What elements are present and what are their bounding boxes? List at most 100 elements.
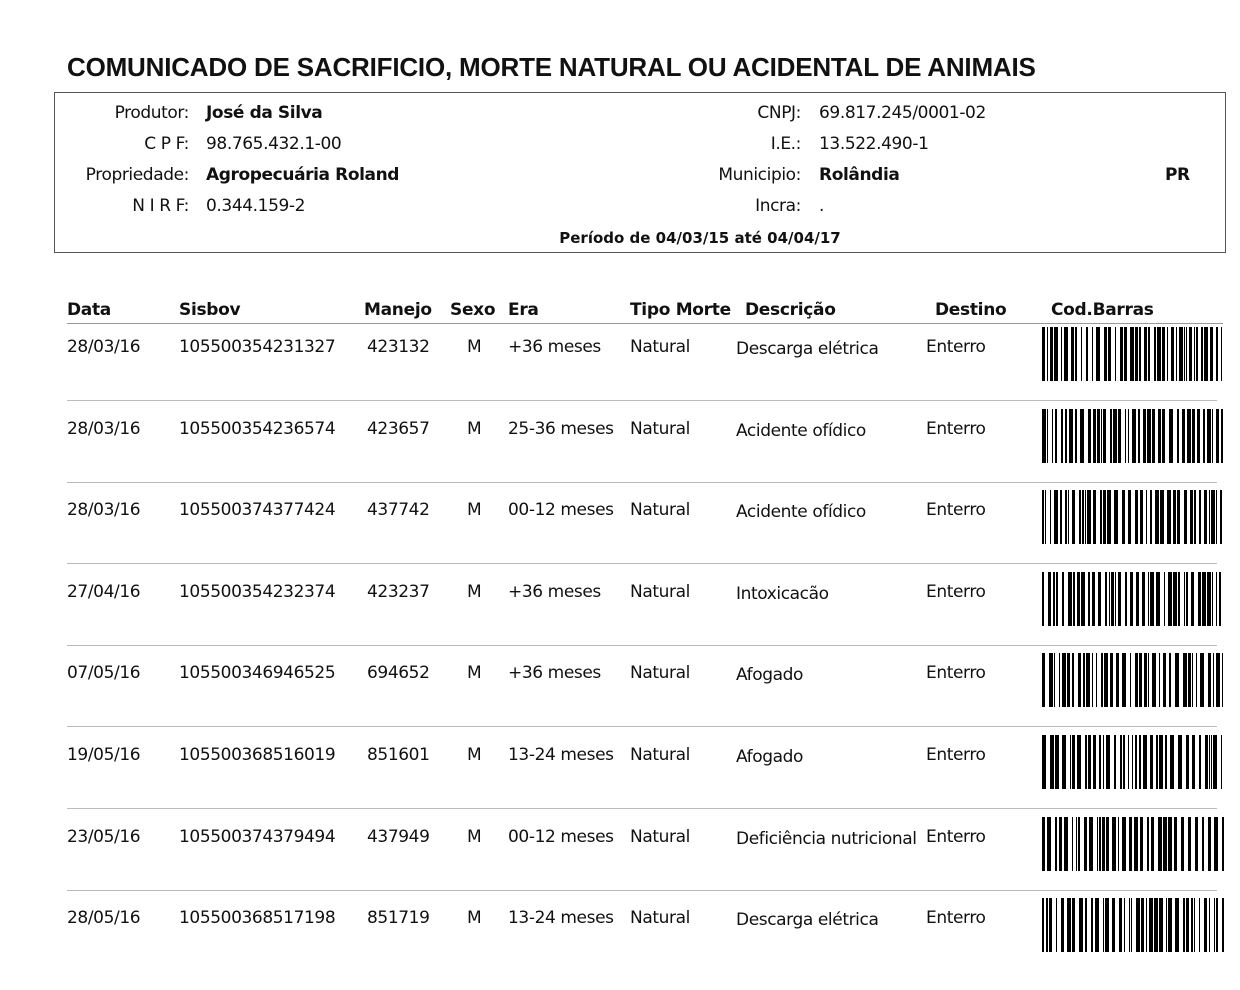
barcode-bar bbox=[1202, 816, 1204, 871]
barcode-bar bbox=[1072, 898, 1075, 953]
barcode-bar bbox=[1069, 408, 1073, 463]
cell-sisbov: 105500374379494 bbox=[179, 826, 336, 847]
barcode-bar bbox=[1079, 898, 1083, 953]
cell-tipo: Natural bbox=[630, 337, 690, 357]
barcode-bar bbox=[1056, 898, 1057, 953]
barcode-bar bbox=[1154, 327, 1156, 381]
barcode-bar bbox=[1168, 816, 1172, 871]
barcode-bar bbox=[1147, 816, 1149, 871]
barcode-bar bbox=[1209, 735, 1210, 789]
barcode-bar bbox=[1078, 653, 1081, 708]
cell-destino: Enterro bbox=[926, 908, 986, 929]
barcode-bar bbox=[1208, 816, 1211, 871]
barcode-bar bbox=[1061, 408, 1063, 463]
barcode-bar bbox=[1139, 735, 1141, 789]
barcode-bar bbox=[1222, 816, 1224, 871]
table-row: 07/05/16 105500346946525 694652 M +36 meses N… bbox=[0, 653, 1240, 745]
barcode-bar bbox=[1216, 490, 1217, 545]
cell-descricao: Descarga elétrica bbox=[736, 910, 879, 931]
barcode-bar bbox=[1156, 735, 1158, 789]
barcode-bar bbox=[1085, 898, 1087, 953]
barcode-bar bbox=[1159, 735, 1163, 789]
barcode-bar bbox=[1042, 653, 1045, 708]
barcode-bar bbox=[1216, 571, 1217, 626]
cell-descricao: Acidente ofídico bbox=[736, 502, 866, 523]
barcode-bar bbox=[1119, 898, 1122, 953]
cell-manejo: 851601 bbox=[367, 745, 430, 765]
barcode-bar bbox=[1050, 327, 1053, 381]
barcode-bar bbox=[1221, 327, 1222, 381]
barcode-bar bbox=[1104, 653, 1108, 708]
cell-manejo: 851719 bbox=[367, 908, 430, 929]
barcode-bar bbox=[1097, 816, 1098, 871]
barcode-bar bbox=[1091, 898, 1093, 953]
cell-sexo: M bbox=[467, 826, 482, 847]
barcode-bar bbox=[1188, 816, 1191, 871]
barcode-bar bbox=[1106, 735, 1110, 789]
barcode-bar bbox=[1088, 408, 1091, 463]
barcode-bar bbox=[1085, 490, 1086, 545]
barcode-bar bbox=[1045, 490, 1046, 545]
barcode-bar bbox=[1134, 816, 1138, 871]
barcode-bar bbox=[1042, 327, 1045, 381]
barcode-bar bbox=[1088, 571, 1090, 626]
barcode-bar bbox=[1108, 327, 1111, 381]
row-divider bbox=[67, 808, 1217, 809]
barcode-bar bbox=[1059, 653, 1060, 708]
barcode-bar bbox=[1064, 327, 1068, 381]
barcode-bar bbox=[1089, 816, 1093, 871]
barcode-bar bbox=[1220, 490, 1222, 545]
barcode-bar bbox=[1222, 898, 1224, 953]
barcode-bar bbox=[1120, 735, 1122, 789]
cell-destino: Enterro bbox=[926, 337, 986, 357]
cell-era: +36 meses bbox=[508, 337, 601, 357]
barcode-bar bbox=[1132, 735, 1133, 789]
barcode-bar bbox=[1186, 735, 1189, 789]
barcode-bar bbox=[1118, 408, 1121, 463]
cell-tipo: Natural bbox=[630, 745, 690, 765]
barcode bbox=[1042, 653, 1223, 708]
barcode-bar bbox=[1192, 735, 1195, 789]
cell-descricao: Intoxicacão bbox=[736, 583, 829, 604]
cell-sexo: M bbox=[467, 418, 482, 439]
cell-manejo: 437949 bbox=[367, 826, 430, 847]
row-divider bbox=[67, 400, 1217, 401]
barcode-bar bbox=[1165, 735, 1167, 789]
cell-sisbov: 105500354231327 bbox=[179, 337, 336, 357]
table-row: 27/04/16 105500354232374 423237 M +36 meses N… bbox=[0, 571, 1240, 664]
barcode-bar bbox=[1209, 898, 1210, 953]
barcode-bar bbox=[1179, 327, 1183, 381]
cell-manejo: 423237 bbox=[367, 581, 430, 602]
barcode-bar bbox=[1199, 735, 1201, 789]
barcode-bar bbox=[1199, 898, 1200, 953]
barcode-bar bbox=[1146, 490, 1147, 545]
barcode-bar bbox=[1219, 571, 1221, 626]
barcode-bar bbox=[1128, 735, 1129, 789]
barcode-bar bbox=[1167, 327, 1168, 381]
barcode-bar bbox=[1175, 898, 1179, 953]
barcode-bar bbox=[1064, 816, 1068, 871]
header-info-box: Produtor: José da Silva C P F: 98.765.43… bbox=[54, 92, 1226, 253]
barcode-bar bbox=[1128, 408, 1129, 463]
barcode-bar bbox=[1068, 490, 1069, 545]
col-sisbov: Sisbov bbox=[179, 300, 241, 320]
barcode-bar bbox=[1169, 653, 1171, 708]
barcode-bar bbox=[1083, 653, 1085, 708]
barcode-bar bbox=[1148, 571, 1149, 626]
barcode-bar bbox=[1125, 571, 1127, 626]
barcode-bar bbox=[1110, 653, 1113, 708]
barcode-bar bbox=[1139, 327, 1141, 381]
cell-tipo: Natural bbox=[630, 908, 690, 929]
table-row: 28/03/16 105500354231327 423132 M +36 meses N… bbox=[0, 327, 1240, 419]
barcode-bar bbox=[1140, 816, 1143, 871]
barcode-bar bbox=[1200, 653, 1204, 708]
barcode-bar bbox=[1210, 327, 1213, 381]
barcode-bar bbox=[1048, 571, 1051, 626]
barcode-bar bbox=[1171, 327, 1174, 381]
barcode-bar bbox=[1115, 571, 1116, 626]
cell-era: +36 meses bbox=[508, 581, 601, 602]
barcode-bar bbox=[1125, 408, 1126, 463]
barcode-bar bbox=[1147, 408, 1151, 463]
barcode-bar bbox=[1196, 327, 1198, 381]
cell-sexo: M bbox=[467, 745, 482, 765]
